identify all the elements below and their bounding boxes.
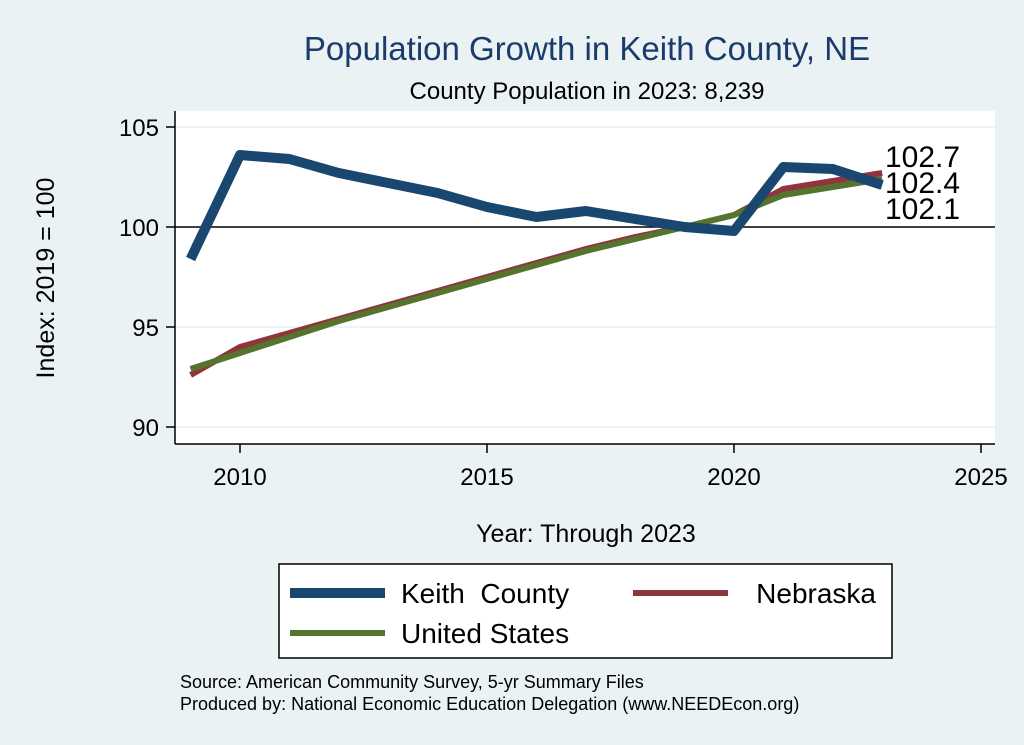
x-tick-label: 2020	[707, 464, 760, 491]
source-note: Source: American Community Survey, 5-yr …	[180, 672, 644, 692]
y-tick-label: 90	[132, 415, 159, 442]
x-tick-label: 2010	[213, 464, 266, 491]
legend-label-united-states: United States	[401, 618, 569, 649]
y-tick-label: 105	[119, 115, 159, 142]
series-line-keith-county	[186, 150, 884, 262]
x-tick-label: 2025	[954, 464, 1007, 491]
producer-note: Produced by: National Economic Education…	[180, 694, 799, 714]
chart-subtitle: County Population in 2023: 8,239	[410, 78, 765, 105]
x-tick-label: 2015	[460, 464, 513, 491]
legend-label-nebraska: Nebraska	[756, 578, 876, 609]
legend: Keith County Nebraska United States	[278, 563, 893, 659]
series-group	[186, 150, 884, 378]
end-label: 102.4	[885, 167, 960, 200]
chart-title: Population Growth in Keith County, NE	[304, 30, 870, 67]
end-label: 102.7	[885, 141, 960, 174]
series-line-united-states	[189, 176, 883, 372]
y-axis-title: Index: 2019 = 100	[32, 178, 60, 379]
y-axis: 90 95 100 105	[119, 111, 176, 444]
x-axis: 2010 2015 2020 2025	[175, 443, 1008, 491]
y-tick-label: 95	[132, 315, 159, 342]
end-label: 102.1	[885, 193, 960, 226]
x-axis-title: Year: Through 2023	[476, 520, 696, 548]
legend-label-keith-county: Keith County	[401, 578, 569, 609]
legend-box	[278, 563, 893, 659]
y-tick-label: 100	[119, 215, 159, 242]
